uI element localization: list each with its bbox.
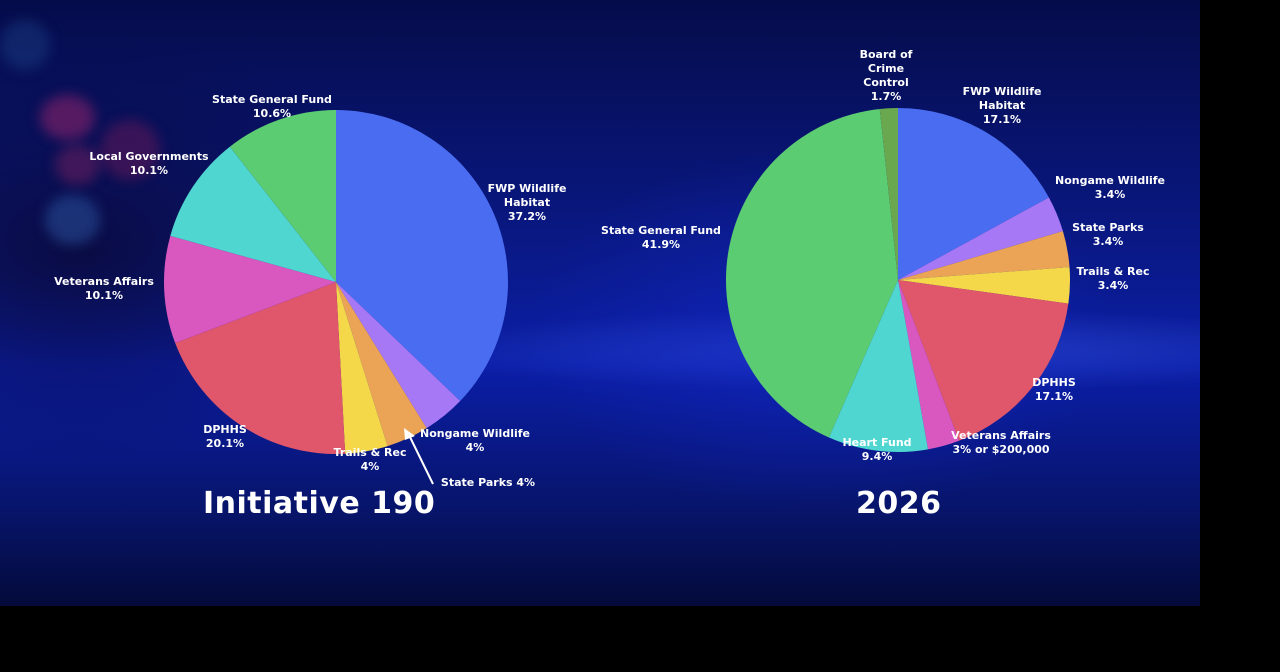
bokeh-light — [55, 145, 100, 185]
pie-slice-heart-fund — [828, 280, 928, 453]
slice-label-fwp-wildlife-habitat: FWP Wildlife Habitat 17.1% — [963, 85, 1042, 126]
pie-slice-fwp-wildlife-habitat — [336, 110, 508, 402]
slice-label-state-parks-4: State Parks 4% — [441, 476, 535, 489]
slice-label-dphhs: DPHHS 20.1% — [203, 423, 247, 450]
charts-canvas: FWP Wildlife Habitat 37.2% Nongame Wildlife… — [54, 48, 1165, 489]
pie-slice-trails-rec — [898, 267, 1071, 304]
slice-label-trails-rec: Trails & Rec 3.4% — [1077, 265, 1150, 292]
slice-label-state-general-fund: State General Fund 41.9% — [601, 224, 721, 251]
pie-2026-labels: FWP Wildlife Habitat 17.1% Nongame Wildlife… — [601, 48, 1165, 463]
slice-label-nongame-wildlife: Nongame Wildlife 4% — [420, 427, 530, 454]
pie-slice-local-governments — [170, 146, 336, 282]
pie-initiative-190-labels: FWP Wildlife Habitat 37.2% Nongame Wildlife… — [54, 93, 566, 489]
pie-slice-dphhs — [898, 280, 1069, 441]
pie-initiative-190 — [164, 110, 508, 455]
slice-label-veterans-affairs: Veterans Affairs 10.1% — [54, 275, 154, 302]
bokeh-light — [40, 95, 95, 140]
pie-slice-state-parks-4 — [336, 282, 427, 447]
pie-slice-board-of-crime-control — [879, 107, 898, 280]
bokeh-light — [45, 195, 100, 245]
slice-label-trails-rec: Trails & Rec 4% — [334, 446, 407, 473]
chart-title-initiative-190: Initiative 190 — [203, 486, 436, 521]
bokeh-light — [0, 20, 50, 70]
slice-label-heart-fund: Heart Fund 9.4% — [842, 436, 911, 463]
slice-label-state-parks: State Parks 3.4% — [1072, 221, 1144, 248]
pie-slice-state-general-fund — [229, 110, 336, 282]
slice-label-dphhs: DPHHS 17.1% — [1032, 376, 1076, 403]
pie-slice-dphhs — [175, 282, 346, 455]
slice-label-board-of-crime-control: Board of Crime Control 1.7% — [860, 48, 913, 103]
pie-slice-nongame-wildlife — [898, 197, 1063, 280]
pie-slice-fwp-wildlife-habitat — [898, 108, 1049, 280]
pie-slice-veterans-affairs — [898, 280, 960, 450]
state-parks-arrow — [404, 428, 434, 485]
pie-slice-nongame-wildlife — [336, 282, 461, 429]
slice-label-veterans-affairs: Veterans Affairs 3% or $200,000 — [951, 429, 1051, 456]
pie-slice-state-general-fund — [725, 108, 898, 438]
pie-slice-trails-rec — [336, 282, 388, 454]
pie-2026 — [725, 107, 1071, 453]
slice-label-state-general-fund: State General Fund 10.6% — [212, 93, 332, 120]
chart-title-2026: 2026 — [856, 486, 942, 521]
slice-label-fwp-wildlife-habitat: FWP Wildlife Habitat 37.2% — [488, 182, 567, 223]
slice-label-nongame-wildlife: Nongame Wildlife 3.4% — [1055, 174, 1165, 201]
bokeh-light — [100, 120, 160, 180]
video-frame: FWP Wildlife Habitat 37.2% Nongame Wildlife… — [0, 0, 1200, 606]
slice-label-local-governments: Local Governments 10.1% — [89, 150, 209, 177]
pie-slice-state-parks — [898, 231, 1070, 280]
pie-slice-veterans-affairs — [164, 235, 336, 343]
